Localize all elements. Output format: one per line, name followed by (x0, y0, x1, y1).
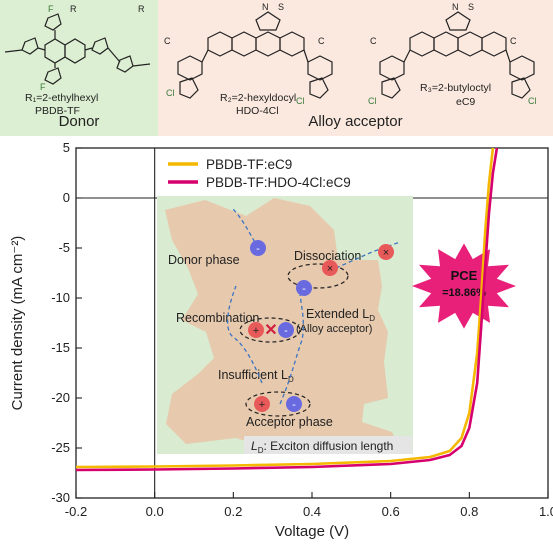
acceptor-section-label: Alloy acceptor (308, 113, 403, 130)
svg-text:+: + (259, 399, 265, 411)
x-axis-label: Voltage (V) (275, 523, 349, 540)
extended-ld-label: Extended LD (306, 307, 375, 323)
acceptor-exciton-ring (245, 391, 311, 417)
legend-label-eC9: PBDB-TF:eC9 (206, 157, 292, 172)
svg-text:×: × (383, 247, 389, 259)
svg-text:-: - (284, 325, 288, 337)
x-tick-label: 0.8 (460, 504, 478, 519)
y-tick-label: -5 (58, 240, 70, 255)
hole-donor-phase (250, 240, 266, 256)
svg-text:R: R (70, 4, 77, 14)
svg-text:Cl: Cl (296, 96, 305, 106)
recombination-ring (239, 317, 301, 343)
svg-text:Cl: Cl (368, 96, 377, 106)
legend: PBDB-TF:eC9 PBDB-TF:HDO-4Cl:eC9 (168, 157, 351, 190)
y-tick-label: -30 (51, 490, 70, 505)
hole-dissociation (322, 260, 338, 276)
exciton-path-short (226, 285, 263, 384)
svg-text:Cl: Cl (528, 96, 537, 106)
series-line-0 (75, 147, 495, 469)
acceptor2-name-label: eC9 (456, 96, 476, 108)
svg-text:F: F (40, 82, 46, 92)
svg-text:F: F (48, 4, 54, 14)
donor-panel: R R F F R₁=2-ethylhexyl PBDB-TF Donor (0, 0, 158, 136)
x-tick-label: 0.2 (224, 504, 242, 519)
svg-text:Cl: Cl (166, 88, 175, 98)
hole-path (231, 207, 259, 249)
pce-badge: PCE =18.86% (412, 243, 516, 329)
electron-path (335, 241, 401, 269)
x-tick-label: -0.2 (65, 504, 87, 519)
acceptor1-substituent-label: R₂=2-hexyldocyl (220, 92, 297, 104)
x-tick-label: 0.0 (146, 504, 164, 519)
ld-note: LD: Exciton diffusion length (251, 439, 393, 455)
svg-text:S: S (278, 2, 284, 12)
acceptor-structures-drawing: Cl Cl Cl Cl N S N S C C C C (164, 2, 537, 106)
acceptor-phase-label: Acceptor phase (246, 415, 333, 429)
morphology-inset: LD: Exciton diffusion length Donor phase… (157, 196, 413, 455)
acceptor-electron (286, 396, 302, 412)
svg-text:C: C (510, 36, 517, 46)
pce-value: =18.86% (442, 287, 486, 299)
y-tick-label: -20 (51, 390, 70, 405)
free-charge (378, 244, 394, 260)
acceptor1-name-label: HDO-4Cl (236, 105, 279, 117)
legend-label-ternary: PBDB-TF:HDO-4Cl:eC9 (206, 175, 351, 190)
exciton-path-long (279, 291, 305, 405)
y-tick-label: -10 (51, 290, 70, 305)
pce-burst-shape (412, 243, 516, 329)
acceptor-hole (254, 396, 270, 412)
svg-text:-: - (302, 283, 306, 295)
recombination-hole (248, 322, 264, 338)
dissociation-ring (287, 263, 349, 289)
insufficient-ld-label: Insufficient LD (218, 368, 294, 384)
series-line-1 (75, 147, 499, 472)
dissociation-label: Dissociation (294, 249, 361, 263)
svg-text:-: - (256, 243, 260, 255)
svg-text:N: N (452, 2, 459, 12)
y-tick-label: -15 (51, 340, 70, 355)
y-tick-label: 5 (63, 140, 70, 155)
donor-substituent-label: R₁=2-ethylhexyl (25, 92, 99, 104)
svg-text:-: - (292, 399, 296, 411)
acceptor-panel: Cl Cl Cl Cl N S N S C C C C R₂=2-hexyldo… (158, 0, 553, 136)
recombination-label: Recombination (176, 311, 259, 325)
donor-structure-drawing: R R F F (4, 4, 151, 92)
recombination-electron (278, 322, 294, 338)
electron-dissociation (296, 280, 312, 296)
legend-note-box (244, 436, 412, 454)
y-tick-label: 0 (63, 190, 70, 205)
pce-label: PCE (451, 268, 478, 283)
y-axis-label: Current density (mA cm⁻²) (9, 236, 26, 411)
jv-chart: -0.20.00.20.40.60.81.0-30-25-20-15-10-50… (9, 140, 553, 540)
y-tick-label: -25 (51, 440, 70, 455)
donor-name-label: PBDB-TF (35, 105, 80, 117)
x-tick-label: 0.4 (303, 504, 321, 519)
svg-text:+: + (253, 325, 259, 337)
svg-text:×: × (327, 263, 333, 275)
x-tick-label: 1.0 (539, 504, 553, 519)
alloy-acceptor-note: (Alloy acceptor) (296, 323, 372, 335)
svg-text:N: N (262, 2, 269, 12)
donor-phase-label: Donor phase (168, 253, 240, 267)
acceptor2-substituent-label: R₃=2-butyloctyl (420, 82, 492, 94)
svg-text:S: S (468, 2, 474, 12)
svg-text:C: C (370, 36, 377, 46)
svg-text:C: C (318, 36, 325, 46)
recombination-cross-icon: ✕ (264, 322, 277, 339)
svg-text:R: R (138, 4, 145, 14)
donor-section-label: Donor (58, 113, 100, 130)
x-tick-label: 0.6 (382, 504, 400, 519)
svg-text:C: C (164, 36, 171, 46)
